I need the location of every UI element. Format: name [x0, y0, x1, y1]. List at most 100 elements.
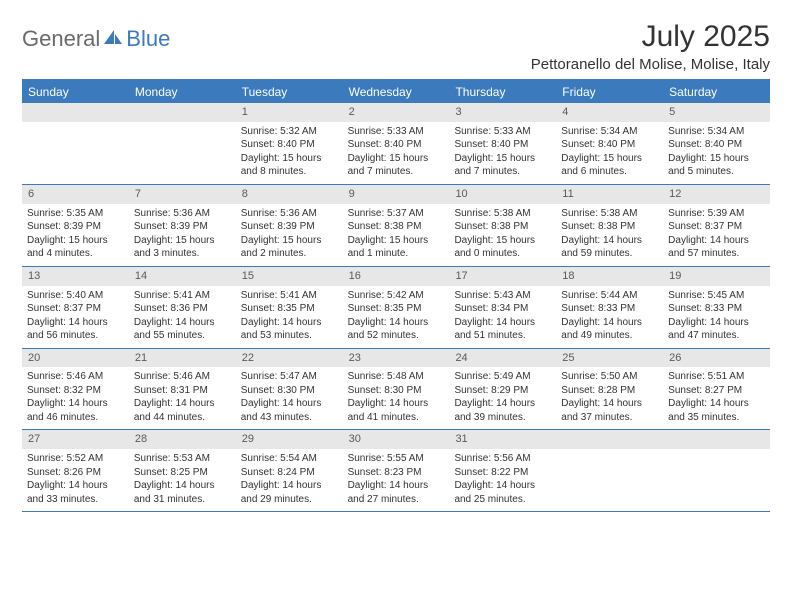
- day-number: 1: [236, 103, 343, 122]
- weekday-header: Saturday: [663, 81, 770, 103]
- day-cell: 1Sunrise: 5:32 AMSunset: 8:40 PMDaylight…: [236, 103, 343, 184]
- day-cell: 16Sunrise: 5:42 AMSunset: 8:35 PMDayligh…: [343, 267, 450, 348]
- day-body: Sunrise: 5:35 AMSunset: 8:39 PMDaylight:…: [22, 204, 129, 266]
- day-cell: 31Sunrise: 5:56 AMSunset: 8:22 PMDayligh…: [449, 430, 556, 511]
- day-number: 13: [22, 267, 129, 286]
- day-number: 22: [236, 349, 343, 368]
- sunset-line: Sunset: 8:28 PM: [561, 384, 658, 398]
- daylight-line: Daylight: 15 hours and 1 minute.: [348, 234, 445, 261]
- day-number: 14: [129, 267, 236, 286]
- sunrise-line: Sunrise: 5:56 AM: [454, 452, 551, 466]
- day-number: [129, 103, 236, 122]
- day-body: Sunrise: 5:37 AMSunset: 8:38 PMDaylight:…: [343, 204, 450, 266]
- daylight-line: Daylight: 14 hours and 59 minutes.: [561, 234, 658, 261]
- day-cell: 11Sunrise: 5:38 AMSunset: 8:38 PMDayligh…: [556, 185, 663, 266]
- sunset-line: Sunset: 8:37 PM: [27, 302, 124, 316]
- sunset-line: Sunset: 8:31 PM: [134, 384, 231, 398]
- day-number: [556, 430, 663, 449]
- day-cell: 21Sunrise: 5:46 AMSunset: 8:31 PMDayligh…: [129, 349, 236, 430]
- day-number: 30: [343, 430, 450, 449]
- daylight-line: Daylight: 14 hours and 35 minutes.: [668, 397, 765, 424]
- day-body: Sunrise: 5:50 AMSunset: 8:28 PMDaylight:…: [556, 367, 663, 429]
- day-body: Sunrise: 5:33 AMSunset: 8:40 PMDaylight:…: [449, 122, 556, 184]
- header: General Blue July 2025 Pettoranello del …: [22, 20, 770, 73]
- day-cell: 22Sunrise: 5:47 AMSunset: 8:30 PMDayligh…: [236, 349, 343, 430]
- day-cell: 18Sunrise: 5:44 AMSunset: 8:33 PMDayligh…: [556, 267, 663, 348]
- day-cell: 6Sunrise: 5:35 AMSunset: 8:39 PMDaylight…: [22, 185, 129, 266]
- day-cell: 23Sunrise: 5:48 AMSunset: 8:30 PMDayligh…: [343, 349, 450, 430]
- sunset-line: Sunset: 8:36 PM: [134, 302, 231, 316]
- weekday-header: Friday: [556, 81, 663, 103]
- sunrise-line: Sunrise: 5:36 AM: [134, 207, 231, 221]
- day-body: Sunrise: 5:54 AMSunset: 8:24 PMDaylight:…: [236, 449, 343, 511]
- daylight-line: Daylight: 14 hours and 29 minutes.: [241, 479, 338, 506]
- day-cell: [22, 103, 129, 184]
- page-title: July 2025: [531, 20, 770, 54]
- sunset-line: Sunset: 8:23 PM: [348, 466, 445, 480]
- day-cell: 17Sunrise: 5:43 AMSunset: 8:34 PMDayligh…: [449, 267, 556, 348]
- day-body: Sunrise: 5:45 AMSunset: 8:33 PMDaylight:…: [663, 286, 770, 348]
- day-cell: 26Sunrise: 5:51 AMSunset: 8:27 PMDayligh…: [663, 349, 770, 430]
- day-number: [22, 103, 129, 122]
- day-body: Sunrise: 5:34 AMSunset: 8:40 PMDaylight:…: [556, 122, 663, 184]
- day-cell: 19Sunrise: 5:45 AMSunset: 8:33 PMDayligh…: [663, 267, 770, 348]
- daylight-line: Daylight: 15 hours and 7 minutes.: [348, 152, 445, 179]
- day-number: 25: [556, 349, 663, 368]
- day-cell: 14Sunrise: 5:41 AMSunset: 8:36 PMDayligh…: [129, 267, 236, 348]
- sunset-line: Sunset: 8:39 PM: [241, 220, 338, 234]
- daylight-line: Daylight: 14 hours and 49 minutes.: [561, 316, 658, 343]
- day-cell: [663, 430, 770, 511]
- sunset-line: Sunset: 8:24 PM: [241, 466, 338, 480]
- sunset-line: Sunset: 8:40 PM: [561, 138, 658, 152]
- weekday-header: Sunday: [22, 81, 129, 103]
- day-cell: 30Sunrise: 5:55 AMSunset: 8:23 PMDayligh…: [343, 430, 450, 511]
- day-body: Sunrise: 5:56 AMSunset: 8:22 PMDaylight:…: [449, 449, 556, 511]
- daylight-line: Daylight: 14 hours and 43 minutes.: [241, 397, 338, 424]
- week-row: 1Sunrise: 5:32 AMSunset: 8:40 PMDaylight…: [22, 103, 770, 185]
- day-body: Sunrise: 5:47 AMSunset: 8:30 PMDaylight:…: [236, 367, 343, 429]
- week-row: 20Sunrise: 5:46 AMSunset: 8:32 PMDayligh…: [22, 349, 770, 431]
- sunset-line: Sunset: 8:38 PM: [454, 220, 551, 234]
- sunset-line: Sunset: 8:35 PM: [348, 302, 445, 316]
- day-number: 3: [449, 103, 556, 122]
- sunset-line: Sunset: 8:40 PM: [454, 138, 551, 152]
- day-number: 19: [663, 267, 770, 286]
- daylight-line: Daylight: 14 hours and 52 minutes.: [348, 316, 445, 343]
- day-number: 17: [449, 267, 556, 286]
- day-cell: 5Sunrise: 5:34 AMSunset: 8:40 PMDaylight…: [663, 103, 770, 184]
- day-number: 18: [556, 267, 663, 286]
- day-body: Sunrise: 5:38 AMSunset: 8:38 PMDaylight:…: [449, 204, 556, 266]
- day-cell: 25Sunrise: 5:50 AMSunset: 8:28 PMDayligh…: [556, 349, 663, 430]
- day-cell: 9Sunrise: 5:37 AMSunset: 8:38 PMDaylight…: [343, 185, 450, 266]
- logo: General Blue: [22, 20, 170, 52]
- sunrise-line: Sunrise: 5:45 AM: [668, 289, 765, 303]
- sunset-line: Sunset: 8:38 PM: [348, 220, 445, 234]
- day-cell: 8Sunrise: 5:36 AMSunset: 8:39 PMDaylight…: [236, 185, 343, 266]
- sunset-line: Sunset: 8:40 PM: [241, 138, 338, 152]
- week-row: 13Sunrise: 5:40 AMSunset: 8:37 PMDayligh…: [22, 267, 770, 349]
- day-number: 28: [129, 430, 236, 449]
- day-number: 12: [663, 185, 770, 204]
- day-number: [663, 430, 770, 449]
- daylight-line: Daylight: 15 hours and 0 minutes.: [454, 234, 551, 261]
- day-number: 11: [556, 185, 663, 204]
- weekday-header-row: SundayMondayTuesdayWednesdayThursdayFrid…: [22, 81, 770, 103]
- location: Pettoranello del Molise, Molise, Italy: [531, 56, 770, 73]
- weekday-header: Thursday: [449, 81, 556, 103]
- day-cell: 20Sunrise: 5:46 AMSunset: 8:32 PMDayligh…: [22, 349, 129, 430]
- day-cell: 3Sunrise: 5:33 AMSunset: 8:40 PMDaylight…: [449, 103, 556, 184]
- day-body: Sunrise: 5:34 AMSunset: 8:40 PMDaylight:…: [663, 122, 770, 184]
- day-number: 10: [449, 185, 556, 204]
- day-body: Sunrise: 5:39 AMSunset: 8:37 PMDaylight:…: [663, 204, 770, 266]
- sunrise-line: Sunrise: 5:47 AM: [241, 370, 338, 384]
- calendar: SundayMondayTuesdayWednesdayThursdayFrid…: [22, 79, 770, 512]
- day-body: Sunrise: 5:41 AMSunset: 8:35 PMDaylight:…: [236, 286, 343, 348]
- sunrise-line: Sunrise: 5:51 AM: [668, 370, 765, 384]
- weekday-header: Tuesday: [236, 81, 343, 103]
- day-body: Sunrise: 5:51 AMSunset: 8:27 PMDaylight:…: [663, 367, 770, 429]
- sunset-line: Sunset: 8:38 PM: [561, 220, 658, 234]
- daylight-line: Daylight: 14 hours and 53 minutes.: [241, 316, 338, 343]
- daylight-line: Daylight: 15 hours and 8 minutes.: [241, 152, 338, 179]
- sunrise-line: Sunrise: 5:43 AM: [454, 289, 551, 303]
- day-body: Sunrise: 5:52 AMSunset: 8:26 PMDaylight:…: [22, 449, 129, 511]
